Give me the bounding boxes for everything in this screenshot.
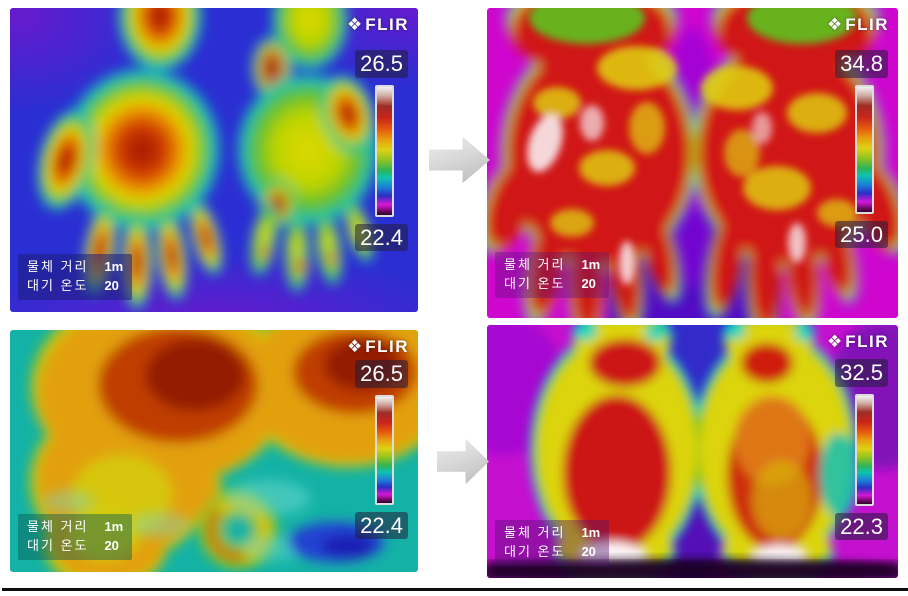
colorbar: [855, 393, 874, 506]
bottom-divider: [2, 588, 908, 591]
info-row-ambient: 대기 온도 20: [27, 277, 123, 296]
temperature-scale: 26.5 22.4: [355, 50, 408, 251]
ambient-label: 대기 온도: [27, 278, 89, 294]
camera-info-overlay: 물체 거리 1m 대기 온도 20: [18, 254, 133, 300]
ambient-label: 대기 온도: [504, 544, 566, 560]
temp-min-label: 22.3: [835, 512, 888, 540]
colorbar: [855, 84, 874, 214]
distance-value: 1m: [581, 525, 601, 541]
distance-label: 물체 거리: [27, 519, 89, 535]
thermal-art-feet-before: [10, 330, 418, 572]
temperature-scale: 34.8 25.0: [835, 50, 888, 248]
flir-diamond-icon: ❖: [826, 15, 843, 34]
flir-logo: ❖ FLIR: [827, 333, 889, 350]
flir-logo-text: FLIR: [365, 15, 409, 34]
temp-max-label: 26.5: [355, 50, 408, 78]
info-row-ambient: 대기 온도 20: [27, 537, 123, 556]
temperature-scale: 32.5 22.3: [835, 359, 888, 540]
distance-value: 1m: [104, 519, 124, 535]
flir-logo-text: FLIR: [845, 332, 889, 351]
colorbar: [375, 84, 394, 217]
flir-logo-text: FLIR: [365, 337, 409, 356]
temp-min-label: 22.4: [355, 223, 408, 251]
temp-max-label: 34.8: [835, 50, 888, 78]
info-row-distance: 물체 거리 1m: [27, 258, 123, 277]
temp-min-label: 22.4: [355, 511, 408, 539]
thermal-art-hands-after: [487, 8, 898, 318]
flir-logo: ❖ FLIR: [827, 16, 889, 33]
temp-max-label: 26.5: [355, 360, 408, 388]
flir-diamond-icon: ❖: [826, 332, 843, 351]
thermal-art-feet-after: [487, 325, 898, 578]
distance-value: 1m: [581, 257, 601, 273]
thermal-image-hands-after: ❖ FLIR 34.8 25.0 물체 거리 1m 대기 온도 20: [487, 8, 898, 318]
ambient-label: 대기 온도: [504, 276, 566, 292]
flir-logo-text: FLIR: [845, 15, 889, 34]
info-row-distance: 물체 거리 1m: [504, 524, 600, 543]
ambient-value: 20: [104, 278, 119, 294]
flir-logo: ❖ FLIR: [347, 338, 409, 355]
distance-label: 물체 거리: [504, 525, 566, 541]
distance-label: 물체 거리: [27, 259, 89, 275]
distance-label: 물체 거리: [504, 257, 566, 273]
thermal-art-hands-before: [10, 8, 418, 312]
info-row-ambient: 대기 온도 20: [504, 543, 600, 562]
thermal-image-feet-before: ❖ FLIR 26.5 22.4 물체 거리 1m 대기 온도 20: [10, 330, 418, 572]
arrow-right-icon: [437, 438, 489, 485]
flir-diamond-icon: ❖: [346, 337, 363, 356]
distance-value: 1m: [104, 259, 124, 275]
flir-diamond-icon: ❖: [346, 15, 363, 34]
info-row-distance: 물체 거리 1m: [27, 518, 123, 537]
ambient-value: 20: [581, 544, 596, 560]
temp-min-label: 25.0: [835, 220, 888, 248]
flir-logo: ❖ FLIR: [347, 16, 409, 33]
info-row-distance: 물체 거리 1m: [504, 256, 600, 275]
thermal-image-hands-before: ❖ FLIR 26.5 22.4 물체 거리 1m 대기 온도 20: [10, 8, 418, 312]
camera-info-overlay: 물체 거리 1m 대기 온도 20: [495, 252, 610, 298]
camera-info-overlay: 물체 거리 1m 대기 온도 20: [18, 514, 133, 560]
temperature-scale: 26.5 22.4: [355, 360, 408, 539]
colorbar: [375, 394, 394, 505]
ambient-value: 20: [581, 276, 596, 292]
ambient-value: 20: [104, 538, 119, 554]
ambient-label: 대기 온도: [27, 538, 89, 554]
temp-max-label: 32.5: [835, 359, 888, 387]
camera-info-overlay: 물체 거리 1m 대기 온도 20: [495, 520, 610, 566]
thermal-image-feet-after: ❖ FLIR 32.5 22.3 물체 거리 1m 대기 온도 20: [487, 325, 898, 578]
info-row-ambient: 대기 온도 20: [504, 275, 600, 294]
arrow-right-icon: [429, 136, 490, 184]
